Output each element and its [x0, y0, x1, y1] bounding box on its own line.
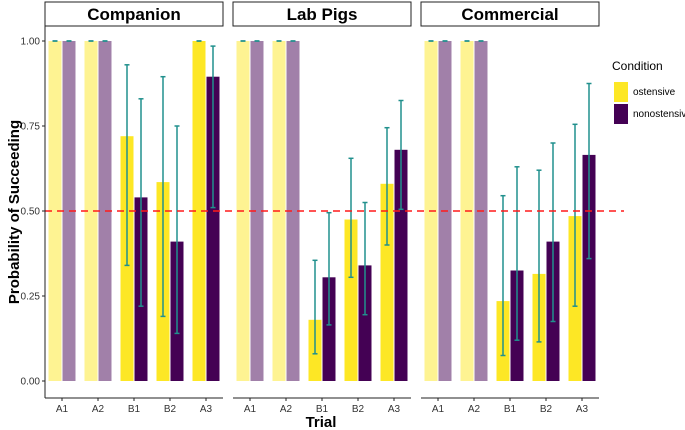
- x-tick-label: A1: [56, 404, 69, 415]
- y-tick-label: 1.00: [21, 37, 41, 48]
- x-tick-label: A2: [280, 404, 293, 415]
- bar: [84, 41, 98, 381]
- legend-title: Condition: [612, 59, 663, 73]
- x-tick-label: A2: [468, 404, 481, 415]
- x-tick-label: A3: [576, 404, 589, 415]
- bar: [394, 149, 408, 381]
- x-tick-label: A2: [92, 404, 105, 415]
- bar: [192, 41, 206, 381]
- facet-panel: Lab Pigs A1 A2 B1 B2 A3: [232, 1, 412, 415]
- bar: [380, 183, 394, 381]
- x-axis-title: Trial: [306, 414, 337, 430]
- facet-strip: [44, 1, 224, 27]
- facet-panel: Commercial A1 A2 B1 B2 A3: [420, 1, 600, 415]
- bar: [344, 219, 358, 381]
- legend-label: nonostensive: [633, 109, 685, 120]
- x-tick-label: A1: [244, 404, 257, 415]
- bar: [322, 277, 336, 381]
- bar: [250, 41, 264, 381]
- legend-label: ostensive: [633, 87, 676, 98]
- y-axis-title: Probability of Succeeding: [6, 120, 23, 304]
- x-tick-label: A1: [432, 404, 445, 415]
- legend-swatch: [614, 104, 628, 124]
- bar: [286, 41, 300, 381]
- bar: [48, 41, 62, 381]
- y-axis: 0.00 0.25 0.50 0.75 1.00: [21, 24, 46, 398]
- x-tick-label: B1: [504, 404, 517, 415]
- facet-strip: [420, 1, 600, 27]
- legend: Condition ostensive nonostensive: [612, 59, 685, 124]
- x-tick-label: B2: [164, 404, 177, 415]
- bar: [206, 76, 220, 381]
- facet-panel: Companion A1 A2 B1 B2 A3: [44, 1, 224, 415]
- y-tick-label: 0.25: [21, 292, 41, 303]
- legend-swatch: [614, 82, 628, 102]
- bar: [358, 265, 372, 381]
- x-tick-label: B2: [540, 404, 553, 415]
- x-tick-label: B2: [352, 404, 365, 415]
- legend-items: ostensive nonostensive: [614, 82, 685, 124]
- x-tick-label: B1: [316, 404, 329, 415]
- y-tick-label: 0.00: [21, 377, 41, 388]
- facet-strip-label: Commercial: [461, 5, 558, 24]
- facet-strip-label: Lab Pigs: [287, 5, 358, 24]
- y-tick-label: 0.75: [21, 122, 41, 133]
- x-tick-label: A3: [200, 404, 213, 415]
- facet-strip-label: Companion: [87, 5, 181, 24]
- x-tick-label: B1: [128, 404, 141, 415]
- facet-strip: [232, 1, 412, 27]
- y-tick-label: 0.50: [21, 207, 41, 218]
- x-tick-label: A3: [388, 404, 401, 415]
